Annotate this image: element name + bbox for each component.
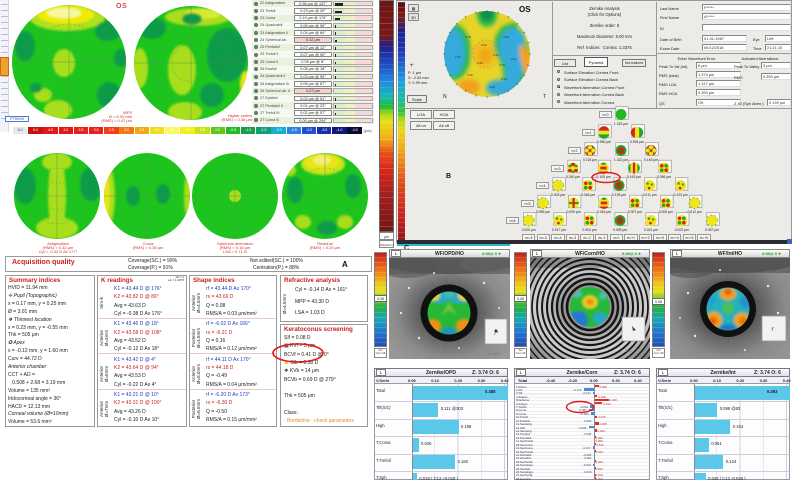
svg-text:0.92: 0.92: [489, 85, 495, 89]
svg-text:r: r: [771, 326, 775, 333]
svg-text:0.42: 0.42: [481, 43, 487, 47]
svg-text:16:9(9): 16:9(9): [487, 351, 500, 356]
svg-text:4.78: 4.78: [465, 35, 471, 39]
svg-text:0.76: 0.76: [501, 77, 507, 81]
svg-text:0.42: 0.42: [493, 53, 499, 57]
svg-text:1:W: 1:W: [625, 348, 632, 353]
svg-text:4.30: 4.30: [467, 73, 473, 77]
svg-text:16:9(9): 16:9(9): [765, 349, 778, 354]
svg-text:2.30: 2.30: [455, 55, 461, 59]
svg-text:5.70: 5.70: [499, 63, 505, 67]
svg-text:0.61: 0.61: [511, 57, 517, 61]
svg-text:4.08: 4.08: [503, 35, 509, 39]
svg-text:0.26: 0.26: [477, 61, 483, 65]
